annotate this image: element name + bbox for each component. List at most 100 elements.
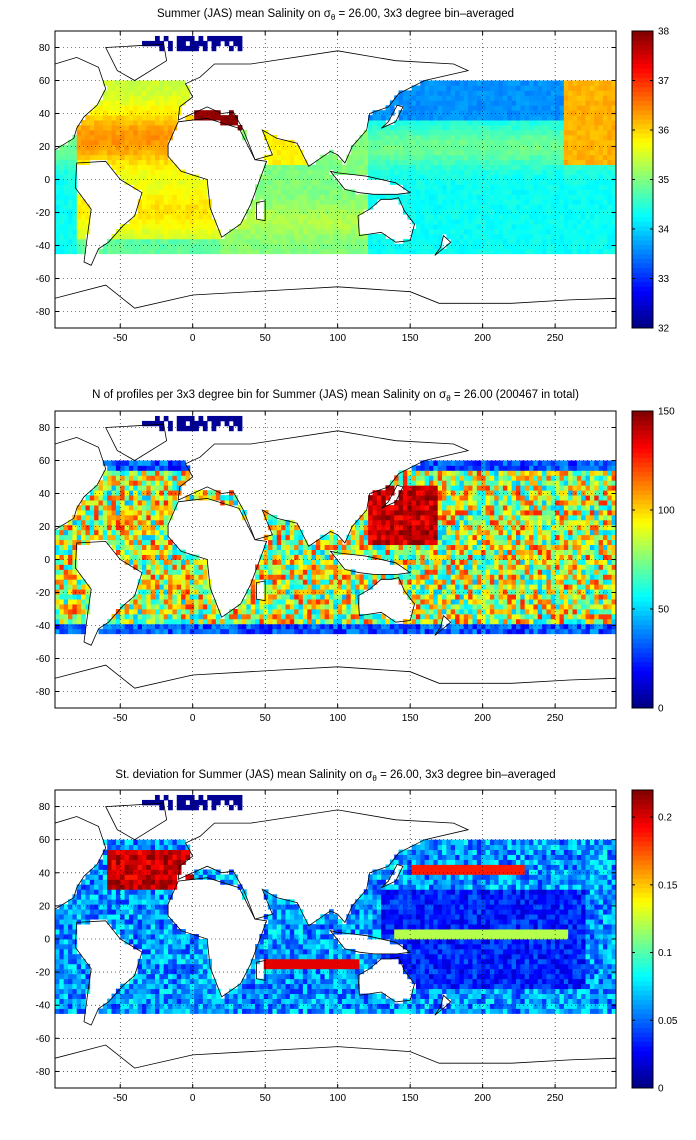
heat-cell [272,169,278,175]
heat-cell [485,90,491,96]
heat-cell [224,613,230,620]
heat-cell [342,224,347,230]
heat-cell [502,139,508,146]
heat-cell [211,495,217,501]
heat-cell [107,485,112,491]
heat-cell [128,500,134,506]
heat-cell [398,159,404,166]
heat-cell [502,238,508,245]
heat-cell [133,495,139,501]
heat-cell [546,134,552,141]
heat-cell [189,194,195,200]
heat-cell [459,110,465,116]
heat-cell [94,505,99,511]
heat-cell [294,579,299,585]
heat-cell [602,204,608,210]
heat-cell [511,110,517,116]
heat-cell [128,559,134,565]
heat-cell [385,130,391,136]
heat-cell [120,159,125,166]
heat-cell [255,219,260,225]
heat-cell [128,110,134,116]
heat-cell [381,238,386,245]
heat-cell [415,105,421,111]
heat-cell [576,100,582,106]
heat-cell [607,134,613,141]
heat-cell [63,584,69,590]
heat-cell [363,534,369,541]
heat-cell [468,214,473,220]
heat-cell [324,204,330,210]
heat-cell [85,224,91,230]
heat-cell [442,204,447,210]
heat-cell [246,214,252,220]
heat-cell [55,184,60,190]
heat-cell [124,229,130,235]
heat-cell [359,524,365,531]
heat-cell [298,229,304,235]
heat-cell [594,238,600,245]
heat-cell [463,85,469,91]
heat-cell [376,169,382,175]
heat-cell [450,189,456,195]
heat-cell [350,613,356,620]
heat-cell [168,130,173,136]
heat-cell [576,159,582,166]
heat-cell [476,85,482,91]
heat-cell [155,248,160,255]
heat-cell [481,169,486,175]
heat-cell [494,149,499,156]
heat-cell [520,229,526,235]
heat-cell [315,569,321,575]
heat-cell [194,233,199,240]
heat-cell [542,134,547,141]
heat-cell [494,154,499,161]
heat-cell [224,243,230,250]
heat-cell [607,194,613,200]
heat-cell [359,623,365,630]
heat-cell [307,219,312,225]
heat-cell [376,248,382,255]
heat-cell [146,564,152,570]
heat-cell [76,219,82,225]
heat-cell [141,130,147,136]
heat-cell [346,549,352,555]
heat-cell [276,174,282,180]
heat-cell [598,90,604,96]
heat-cell [607,164,613,170]
heat-cell [581,130,586,136]
heat-cell [155,465,160,471]
heat-cell [411,125,417,131]
heat-cell [594,95,600,101]
heat-cell [120,613,125,620]
heat-cell [185,564,191,570]
heat-cell [463,115,469,121]
heat-cell [350,248,356,255]
heat-cell [63,169,69,175]
coastline [256,200,266,222]
heat-cell [437,209,443,215]
heat-cell [437,90,443,96]
heat-cell [146,549,152,555]
heat-cell [402,125,408,131]
heat-cell [533,130,539,136]
heat-cell [568,209,573,215]
heat-cell [141,154,147,161]
heat-cell [433,209,439,215]
heat-cell [172,470,178,476]
colorbar-step [632,156,653,162]
heat-cell [576,149,582,156]
heat-cell [463,229,469,235]
heat-cell [559,164,565,170]
heat-cell [550,229,556,235]
heat-cell [137,539,143,546]
heat-cell [572,204,578,210]
heat-cell [120,149,125,156]
heat-cell [81,139,86,146]
heat-cell [220,623,226,630]
heat-cell [524,159,530,166]
heat-cell [76,599,82,605]
heat-cell [333,243,339,250]
heat-cell [107,110,112,116]
heat-cell [572,159,578,166]
